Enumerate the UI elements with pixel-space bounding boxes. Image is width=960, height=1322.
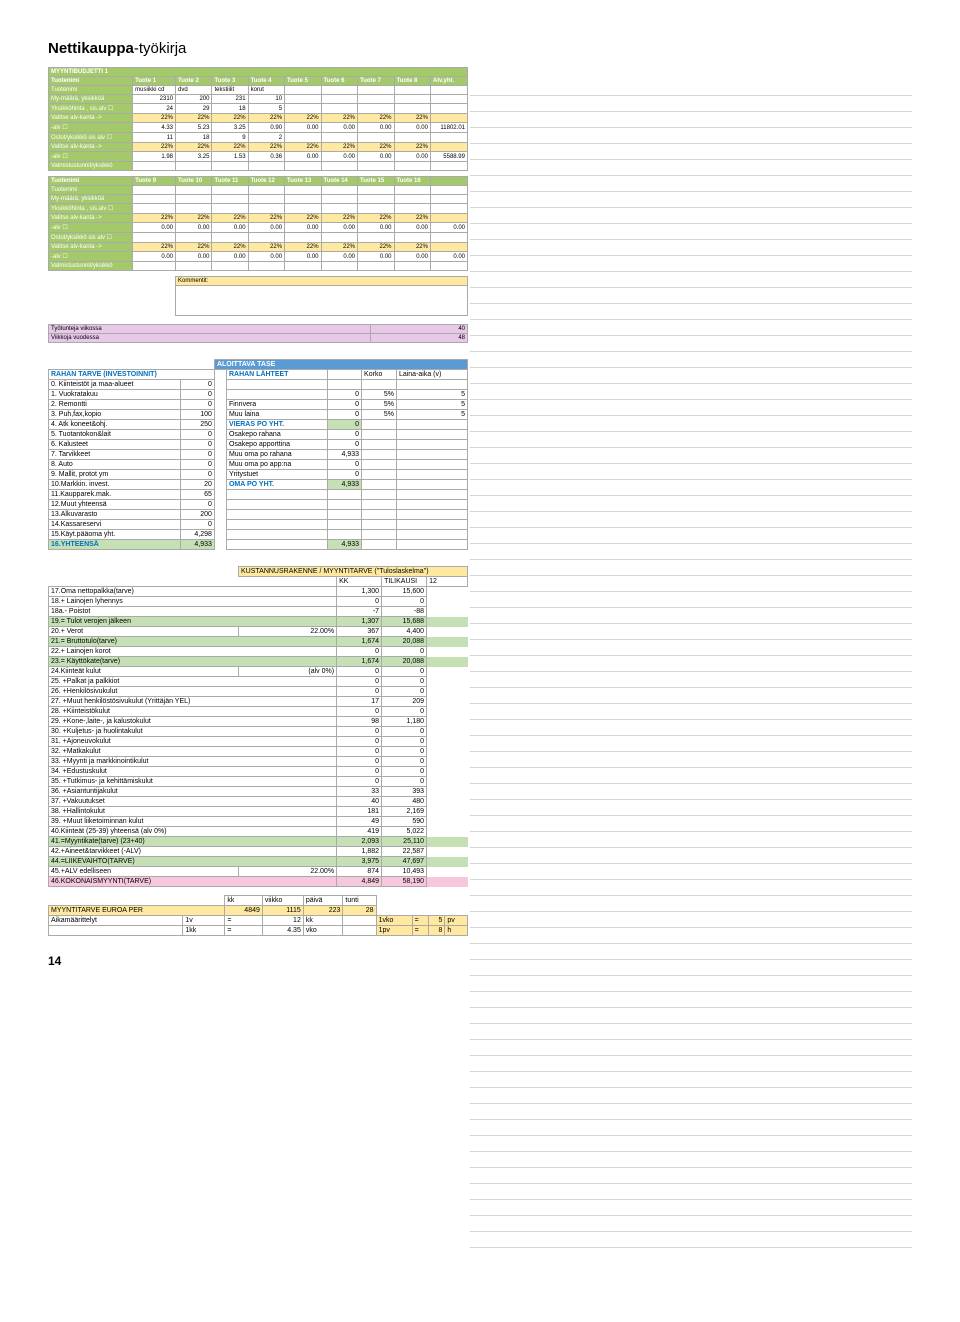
budget-table: MYYNTIBUDJETTI 1 TuotenimiTuote 1Tuote 2… [48, 67, 468, 316]
page-title: Nettikauppa-työkirja [48, 40, 912, 57]
page-number: 14 [48, 954, 912, 968]
budget-title: MYYNTIBUDJETTI 1 [49, 68, 468, 77]
kust-table: KUSTANNUSRAKENNE / MYYNTITARVE ("Tulosla… [48, 566, 468, 887]
myynti-table: kkviikko päivätunti MYYNTITARVE EUROA PE… [48, 895, 468, 936]
tase-table: ALOITTAVA TASE RAHAN TARVE (INVESTOINNIT… [48, 359, 468, 550]
budget-foot: Työtunteja viikossa40Viikkoja vuodessa48 [48, 324, 468, 343]
